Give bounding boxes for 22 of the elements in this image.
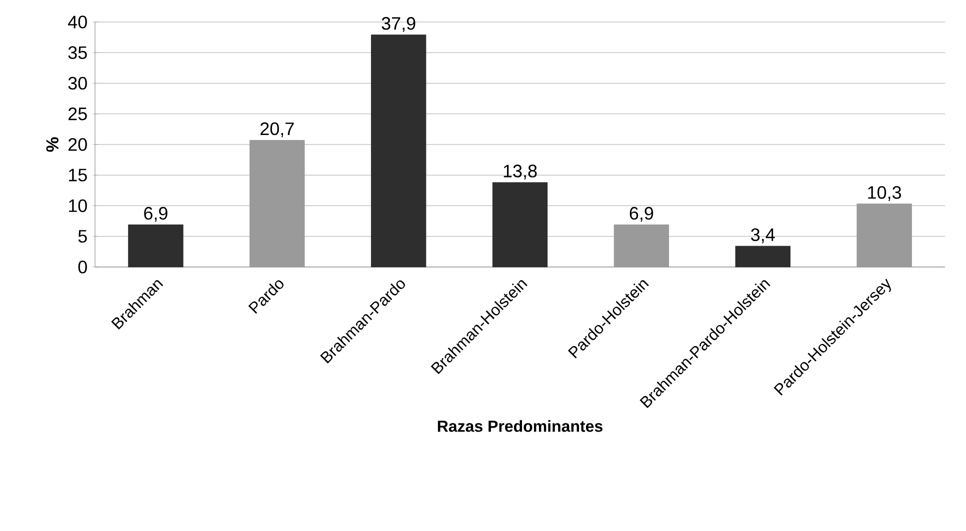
y-tick-label: 5: [78, 230, 87, 243]
data-label: 6,9: [630, 206, 654, 222]
data-label: 20,7: [260, 122, 294, 138]
bar: [735, 246, 790, 268]
y-tick-label: 35: [68, 46, 87, 59]
y-tick-label: 15: [68, 168, 87, 182]
data-label: 6,9: [144, 206, 168, 222]
data-label: 37,9: [382, 17, 416, 32]
y-tick-label: 10: [68, 199, 87, 212]
y-tick-label: 40: [68, 16, 87, 28]
bar: [370, 34, 426, 268]
bar: [128, 224, 184, 268]
y-tick-label: 30: [68, 76, 87, 90]
y-axis-title: %: [46, 137, 58, 152]
y-tick-label: 20: [68, 138, 87, 151]
data-label: 3,4: [751, 228, 775, 244]
x-axis-title: Razas Predominantes: [438, 420, 602, 432]
data-label: 13,8: [504, 164, 537, 180]
bar: [492, 182, 548, 268]
y-tick-label: 25: [68, 108, 87, 120]
data-label: 10,3: [868, 186, 902, 201]
y-tick-label: 0: [78, 260, 87, 274]
